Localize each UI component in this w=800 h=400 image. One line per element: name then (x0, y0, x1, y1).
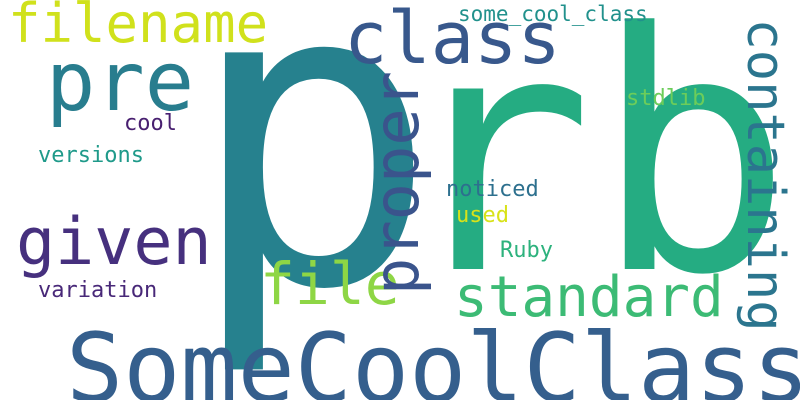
word-rb: rb (395, 0, 793, 347)
word-cool: cool (124, 111, 177, 136)
word-stdlib: stdlib (626, 86, 706, 111)
word-variation: variation (38, 278, 158, 303)
word-noticed: noticed (446, 177, 539, 202)
word-filename: filename (8, 0, 269, 55)
word-p: p (186, 0, 439, 382)
word-used: used (456, 203, 509, 228)
word-class: class (344, 0, 561, 80)
word-pre: pre (46, 35, 195, 130)
word-given: given (16, 205, 212, 280)
word-containing: containing (735, 18, 795, 332)
word-standard: standard (454, 265, 724, 330)
word-file: file (260, 250, 400, 318)
word-proper: proper (360, 71, 433, 295)
word-ruby: Ruby (500, 238, 553, 263)
word-somecoolclass: SomeCoolClass (66, 314, 800, 400)
word-some-cool-class: some_cool_class (458, 2, 648, 26)
word-versions: versions (38, 143, 144, 168)
